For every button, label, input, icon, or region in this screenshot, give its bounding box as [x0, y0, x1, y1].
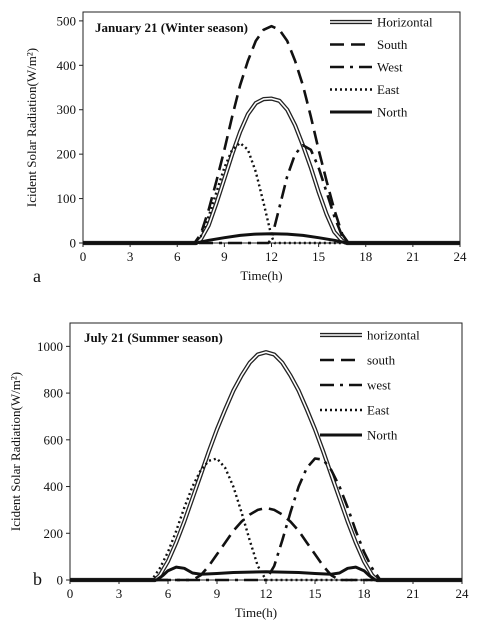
- series-line-horizontal-inner: [70, 351, 462, 581]
- y-tick-label: 500: [57, 13, 77, 28]
- x-tick-label: 0: [67, 586, 74, 601]
- y-tick-label: 200: [44, 526, 64, 541]
- x-tick-label: 15: [309, 586, 322, 601]
- series-line-west: [83, 144, 460, 245]
- chart-title: January 21 (Winter season): [95, 20, 248, 35]
- legend-label: horizontal: [367, 328, 420, 343]
- y-tick-label: 600: [44, 432, 64, 447]
- x-tick-label: 6: [165, 586, 172, 601]
- series-line-east: [70, 457, 462, 582]
- y-tick-label: 300: [57, 102, 77, 117]
- legend-label: East: [367, 403, 390, 418]
- x-tick-label: 21: [407, 586, 420, 601]
- y-tick-label: 800: [44, 386, 64, 401]
- x-tick-label: 18: [359, 249, 372, 264]
- legend-label: North: [367, 428, 398, 443]
- x-tick-label: 9: [221, 249, 228, 264]
- y-tick-label: 400: [57, 58, 77, 73]
- x-tick-label: 12: [265, 249, 278, 264]
- series-line-south: [70, 506, 462, 582]
- x-tick-label: 0: [80, 249, 87, 264]
- legend-label: East: [377, 82, 400, 97]
- y-tick-label: 100: [57, 191, 77, 206]
- y-tick-label: 0: [70, 236, 77, 251]
- x-tick-label: 21: [406, 249, 419, 264]
- x-tick-label: 18: [358, 586, 371, 601]
- x-tick-label: 9: [214, 586, 221, 601]
- x-tick-label: 3: [116, 586, 123, 601]
- series-line-north: [83, 232, 460, 245]
- chart-panel-a: 0 3 6 9 12 15 18 21 24 0 100 200 300 400 500 Time(h) Ici…: [24, 11, 468, 286]
- series-line-west: [70, 457, 462, 582]
- series-line-south: [83, 24, 460, 245]
- legend-label: South: [377, 37, 408, 52]
- series-line-north: [70, 565, 462, 582]
- plot-frame: [69, 322, 463, 581]
- chart-title: July 21 (Summer season): [84, 330, 223, 345]
- x-tick-label: 3: [127, 249, 134, 264]
- legend-label: west: [367, 378, 391, 393]
- y-axis-title: Icident Solar Radiation(W/m²): [8, 372, 23, 531]
- series-line-horizontal: [83, 96, 460, 246]
- series-line-horizontal: [70, 350, 462, 583]
- y-tick-label: 400: [44, 479, 64, 494]
- x-tick-label: 24: [456, 586, 470, 601]
- y-axis-title: Icident Solar Radiation(W/m²): [24, 48, 39, 207]
- panel-label: a: [33, 266, 41, 286]
- legend-label: North: [377, 105, 408, 120]
- legend-label: West: [377, 60, 403, 75]
- x-tick-label: 24: [454, 249, 468, 264]
- y-tick-label: 1000: [37, 339, 63, 354]
- y-tick-label: 200: [57, 147, 77, 162]
- panel-label: b: [33, 569, 42, 589]
- legend-label: south: [367, 353, 396, 368]
- y-tick-label: 0: [57, 573, 64, 588]
- x-tick-label: 6: [174, 249, 181, 264]
- legend-label: Horizontal: [377, 15, 433, 30]
- chart-panel-b: 0 3 6 9 12 15 18 21 24 0 200 400 600 800 1000 Time(h) Ic…: [8, 322, 470, 620]
- series-line-east: [83, 141, 460, 245]
- x-axis-title: Time(h): [240, 268, 282, 283]
- x-axis-title: Time(h): [235, 605, 277, 620]
- x-tick-label: 15: [312, 249, 325, 264]
- series-line-horizontal-inner: [83, 97, 460, 244]
- x-tick-label: 12: [260, 586, 273, 601]
